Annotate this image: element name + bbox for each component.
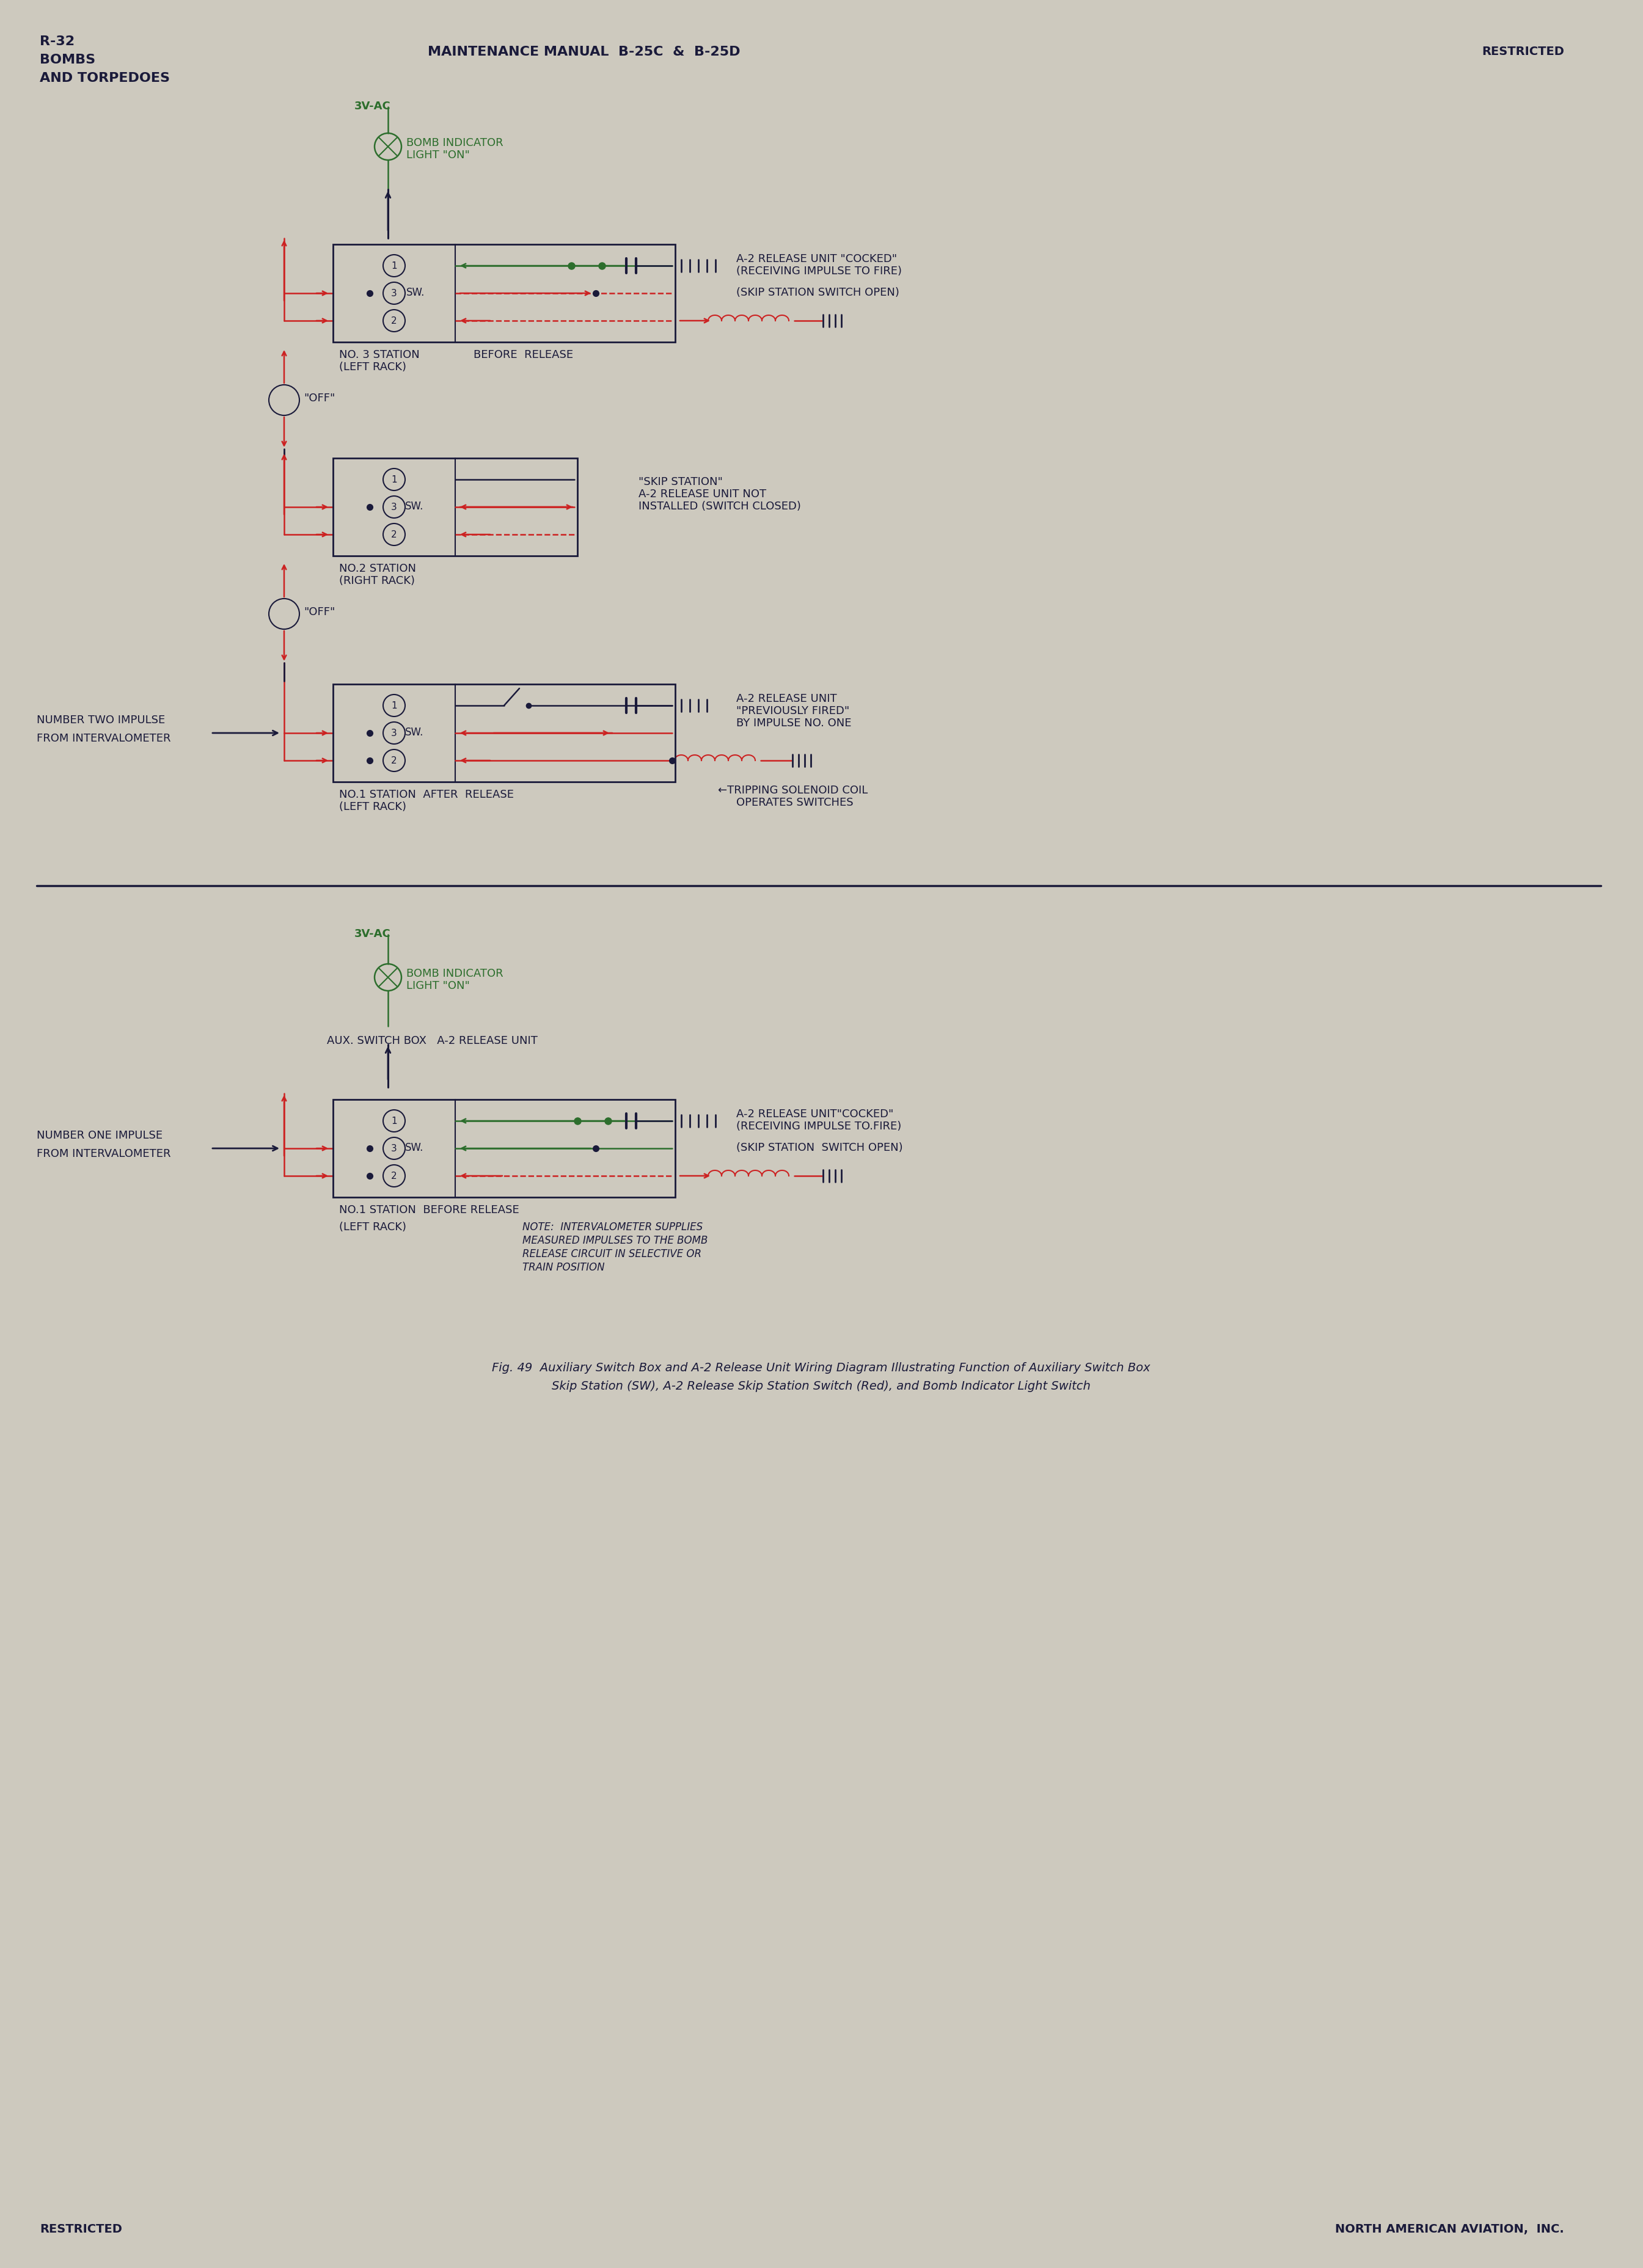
- Text: Skip Station (SW), A-2 Release Skip Station Switch (Red), and Bomb Indicator Lig: Skip Station (SW), A-2 Release Skip Stat…: [552, 1381, 1091, 1393]
- Text: 2: 2: [391, 1170, 398, 1179]
- Text: 1: 1: [391, 261, 398, 270]
- Bar: [334, 685, 675, 782]
- Text: R-32: R-32: [39, 36, 74, 48]
- Text: (RIGHT RACK): (RIGHT RACK): [338, 576, 416, 587]
- Bar: [334, 1100, 675, 1198]
- Text: MEASURED IMPULSES TO THE BOMB: MEASURED IMPULSES TO THE BOMB: [522, 1236, 708, 1245]
- Text: (LEFT RACK): (LEFT RACK): [338, 1222, 406, 1232]
- Text: (LEFT RACK): (LEFT RACK): [338, 361, 406, 372]
- Text: "SKIP STATION": "SKIP STATION": [639, 476, 723, 488]
- Text: NUMBER TWO IMPULSE: NUMBER TWO IMPULSE: [36, 714, 166, 726]
- Text: (RECEIVING IMPULSE TO.FIRE): (RECEIVING IMPULSE TO.FIRE): [736, 1120, 902, 1132]
- Text: 2: 2: [391, 315, 398, 324]
- Text: 3: 3: [391, 288, 398, 297]
- Text: SW.: SW.: [406, 288, 426, 297]
- Text: NUMBER ONE IMPULSE: NUMBER ONE IMPULSE: [36, 1129, 163, 1141]
- Text: A-2 RELEASE UNIT"COCKED": A-2 RELEASE UNIT"COCKED": [736, 1109, 894, 1120]
- Text: AUX. SWITCH BOX   A-2 RELEASE UNIT: AUX. SWITCH BOX A-2 RELEASE UNIT: [327, 1036, 537, 1046]
- Text: OPERATES SWITCHES: OPERATES SWITCHES: [736, 796, 853, 807]
- Text: TRAIN POSITION: TRAIN POSITION: [522, 1261, 605, 1272]
- Text: 1: 1: [391, 474, 398, 483]
- Text: BOMBS: BOMBS: [39, 54, 95, 66]
- Text: NO.2 STATION: NO.2 STATION: [338, 562, 416, 574]
- Text: "PREVIOUSLY FIRED": "PREVIOUSLY FIRED": [736, 705, 849, 717]
- Bar: [334, 458, 577, 556]
- Text: NO.1 STATION  BEFORE RELEASE: NO.1 STATION BEFORE RELEASE: [338, 1204, 519, 1216]
- Text: 3: 3: [391, 503, 398, 513]
- Text: ←TRIPPING SOLENOID COIL: ←TRIPPING SOLENOID COIL: [718, 785, 868, 796]
- Text: 3: 3: [391, 1143, 398, 1152]
- Text: (RECEIVING IMPULSE TO FIRE): (RECEIVING IMPULSE TO FIRE): [736, 265, 902, 277]
- Text: 2: 2: [391, 755, 398, 764]
- Text: BOMB INDICATOR: BOMB INDICATOR: [406, 968, 503, 980]
- Text: RELEASE CIRCUIT IN SELECTIVE OR: RELEASE CIRCUIT IN SELECTIVE OR: [522, 1247, 702, 1259]
- Text: 2: 2: [391, 531, 398, 540]
- Text: "OFF": "OFF": [304, 606, 335, 617]
- Text: NO.1 STATION  AFTER  RELEASE: NO.1 STATION AFTER RELEASE: [338, 789, 514, 801]
- Text: 3: 3: [391, 728, 398, 737]
- Text: BEFORE  RELEASE: BEFORE RELEASE: [473, 349, 573, 361]
- Bar: [334, 245, 675, 342]
- Text: 1: 1: [391, 1116, 398, 1125]
- Text: A-2 RELEASE UNIT NOT: A-2 RELEASE UNIT NOT: [639, 488, 766, 499]
- Text: (SKIP STATION  SWITCH OPEN): (SKIP STATION SWITCH OPEN): [736, 1143, 904, 1152]
- Text: MAINTENANCE MANUAL  B-25C  &  B-25D: MAINTENANCE MANUAL B-25C & B-25D: [427, 45, 741, 59]
- Text: A-2 RELEASE UNIT "COCKED": A-2 RELEASE UNIT "COCKED": [736, 254, 897, 265]
- Text: (SKIP STATION SWITCH OPEN): (SKIP STATION SWITCH OPEN): [736, 288, 899, 297]
- Text: RESTRICTED: RESTRICTED: [1482, 45, 1564, 57]
- Text: LIGHT "ON": LIGHT "ON": [406, 150, 470, 161]
- Text: BY IMPULSE NO. ONE: BY IMPULSE NO. ONE: [736, 717, 851, 728]
- Text: LIGHT "ON": LIGHT "ON": [406, 980, 470, 991]
- Text: (LEFT RACK): (LEFT RACK): [338, 801, 406, 812]
- Text: "OFF": "OFF": [304, 392, 335, 404]
- Text: NORTH AMERICAN AVIATION,  INC.: NORTH AMERICAN AVIATION, INC.: [1336, 2223, 1564, 2234]
- Text: A-2 RELEASE UNIT: A-2 RELEASE UNIT: [736, 694, 836, 705]
- Text: 3V-AC: 3V-AC: [355, 100, 391, 111]
- Text: SW.: SW.: [406, 726, 424, 737]
- Text: FROM INTERVALOMETER: FROM INTERVALOMETER: [36, 733, 171, 744]
- Text: SW.: SW.: [406, 1143, 424, 1152]
- Text: 1: 1: [391, 701, 398, 710]
- Text: Fig. 49  Auxiliary Switch Box and A-2 Release Unit Wiring Diagram Illustrating F: Fig. 49 Auxiliary Switch Box and A-2 Rel…: [491, 1363, 1150, 1374]
- Text: NOTE:  INTERVALOMETER SUPPLIES: NOTE: INTERVALOMETER SUPPLIES: [522, 1222, 703, 1232]
- Text: SW.: SW.: [406, 501, 424, 513]
- Text: FROM INTERVALOMETER: FROM INTERVALOMETER: [36, 1148, 171, 1159]
- Text: 3V-AC: 3V-AC: [355, 928, 391, 939]
- Text: INSTALLED (SWITCH CLOSED): INSTALLED (SWITCH CLOSED): [639, 501, 800, 513]
- Text: BOMB INDICATOR: BOMB INDICATOR: [406, 138, 503, 147]
- Text: NO. 3 STATION: NO. 3 STATION: [338, 349, 419, 361]
- Text: AND TORPEDOES: AND TORPEDOES: [39, 73, 169, 84]
- Text: RESTRICTED: RESTRICTED: [39, 2223, 122, 2234]
